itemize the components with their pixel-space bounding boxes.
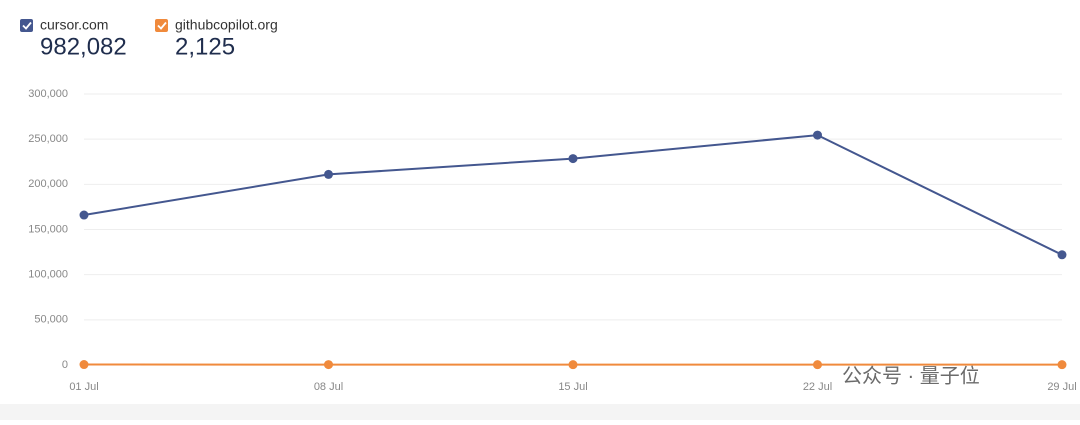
y-tick-label: 0	[62, 359, 68, 371]
data-point	[80, 211, 89, 220]
data-point	[813, 131, 822, 140]
data-point	[1058, 250, 1067, 259]
y-tick-label: 300,000	[28, 88, 68, 100]
x-tick-label: 22 Jul	[803, 381, 832, 393]
data-point	[324, 360, 333, 369]
legend-checkbox[interactable]	[155, 19, 168, 32]
legend-checkbox[interactable]	[20, 19, 33, 32]
y-tick-label: 150,000	[28, 223, 68, 235]
data-point	[569, 360, 578, 369]
legend-total: 2,125	[175, 33, 235, 60]
y-tick-label: 250,000	[28, 133, 68, 145]
footer-band	[0, 404, 1080, 420]
y-tick-label: 200,000	[28, 178, 68, 190]
data-point	[80, 360, 89, 369]
y-tick-label: 100,000	[28, 269, 68, 281]
data-point	[569, 154, 578, 163]
data-point	[813, 360, 822, 369]
legend-total: 982,082	[40, 33, 127, 60]
y-tick-label: 50,000	[34, 314, 68, 326]
x-tick-label: 15 Jul	[558, 381, 587, 393]
x-tick-label: 29 Jul	[1047, 381, 1076, 393]
data-point	[324, 170, 333, 179]
x-tick-label: 08 Jul	[314, 381, 343, 393]
watermark: 公众号 · 量子位	[842, 364, 980, 387]
legend-name: cursor.com	[40, 17, 108, 33]
legend-name: githubcopilot.org	[175, 17, 278, 33]
data-point	[1058, 360, 1067, 369]
x-tick-label: 01 Jul	[69, 381, 98, 393]
